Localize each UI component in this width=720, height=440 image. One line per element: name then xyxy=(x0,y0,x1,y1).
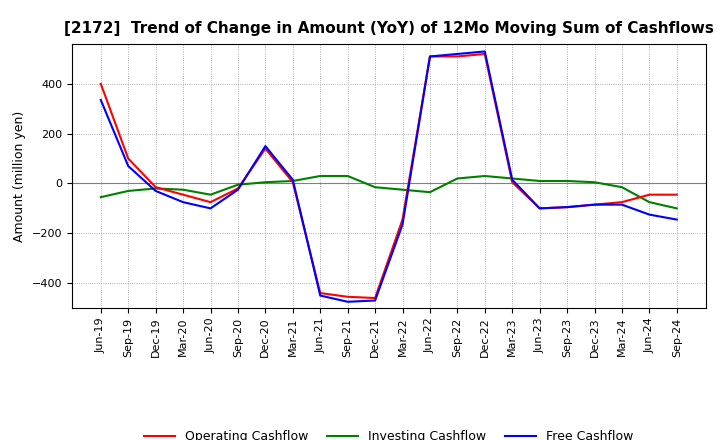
Operating Cashflow xyxy=(590,202,599,207)
Operating Cashflow xyxy=(124,156,132,161)
Free Cashflow xyxy=(206,206,215,211)
Investing Cashflow xyxy=(261,180,270,185)
Operating Cashflow xyxy=(563,205,572,210)
Investing Cashflow xyxy=(398,187,407,192)
Operating Cashflow xyxy=(645,192,654,197)
Investing Cashflow xyxy=(508,176,516,181)
Operating Cashflow xyxy=(453,54,462,59)
Operating Cashflow xyxy=(316,290,325,296)
Free Cashflow xyxy=(563,205,572,210)
Free Cashflow xyxy=(398,222,407,227)
Y-axis label: Amount (million yen): Amount (million yen) xyxy=(13,110,26,242)
Operating Cashflow xyxy=(398,217,407,222)
Investing Cashflow xyxy=(590,180,599,185)
Free Cashflow xyxy=(672,217,681,222)
Investing Cashflow xyxy=(563,178,572,183)
Legend: Operating Cashflow, Investing Cashflow, Free Cashflow: Operating Cashflow, Investing Cashflow, … xyxy=(139,425,639,440)
Investing Cashflow xyxy=(645,199,654,205)
Investing Cashflow xyxy=(96,194,105,200)
Operating Cashflow xyxy=(179,192,187,197)
Investing Cashflow xyxy=(343,173,352,179)
Operating Cashflow xyxy=(618,199,626,205)
Line: Investing Cashflow: Investing Cashflow xyxy=(101,176,677,209)
Investing Cashflow xyxy=(179,187,187,192)
Operating Cashflow xyxy=(508,180,516,185)
Free Cashflow xyxy=(618,202,626,207)
Line: Free Cashflow: Free Cashflow xyxy=(101,51,677,302)
Investing Cashflow xyxy=(124,188,132,194)
Free Cashflow xyxy=(645,212,654,217)
Investing Cashflow xyxy=(453,176,462,181)
Free Cashflow xyxy=(179,199,187,205)
Operating Cashflow xyxy=(261,146,270,151)
Operating Cashflow xyxy=(672,192,681,197)
Operating Cashflow xyxy=(96,81,105,87)
Free Cashflow xyxy=(343,299,352,304)
Investing Cashflow xyxy=(480,173,489,179)
Operating Cashflow xyxy=(151,184,160,190)
Investing Cashflow xyxy=(233,182,242,187)
Free Cashflow xyxy=(316,293,325,298)
Free Cashflow xyxy=(151,188,160,194)
Free Cashflow xyxy=(590,202,599,207)
Title: [2172]  Trend of Change in Amount (YoY) of 12Mo Moving Sum of Cashflows: [2172] Trend of Change in Amount (YoY) o… xyxy=(64,21,714,36)
Operating Cashflow xyxy=(343,294,352,300)
Investing Cashflow xyxy=(371,184,379,190)
Free Cashflow xyxy=(261,143,270,149)
Operating Cashflow xyxy=(480,51,489,57)
Free Cashflow xyxy=(453,51,462,57)
Investing Cashflow xyxy=(289,178,297,183)
Operating Cashflow xyxy=(233,186,242,191)
Investing Cashflow xyxy=(672,206,681,211)
Investing Cashflow xyxy=(316,173,325,179)
Free Cashflow xyxy=(426,54,434,59)
Operating Cashflow xyxy=(289,180,297,185)
Operating Cashflow xyxy=(371,295,379,301)
Investing Cashflow xyxy=(618,184,626,190)
Free Cashflow xyxy=(233,187,242,192)
Investing Cashflow xyxy=(206,192,215,197)
Free Cashflow xyxy=(289,177,297,182)
Free Cashflow xyxy=(480,49,489,54)
Free Cashflow xyxy=(508,177,516,182)
Operating Cashflow xyxy=(206,199,215,205)
Investing Cashflow xyxy=(426,190,434,195)
Free Cashflow xyxy=(96,97,105,103)
Free Cashflow xyxy=(371,298,379,303)
Operating Cashflow xyxy=(536,206,544,211)
Operating Cashflow xyxy=(426,54,434,59)
Line: Operating Cashflow: Operating Cashflow xyxy=(101,54,677,298)
Investing Cashflow xyxy=(151,186,160,191)
Free Cashflow xyxy=(124,163,132,169)
Investing Cashflow xyxy=(536,178,544,183)
Free Cashflow xyxy=(536,206,544,211)
